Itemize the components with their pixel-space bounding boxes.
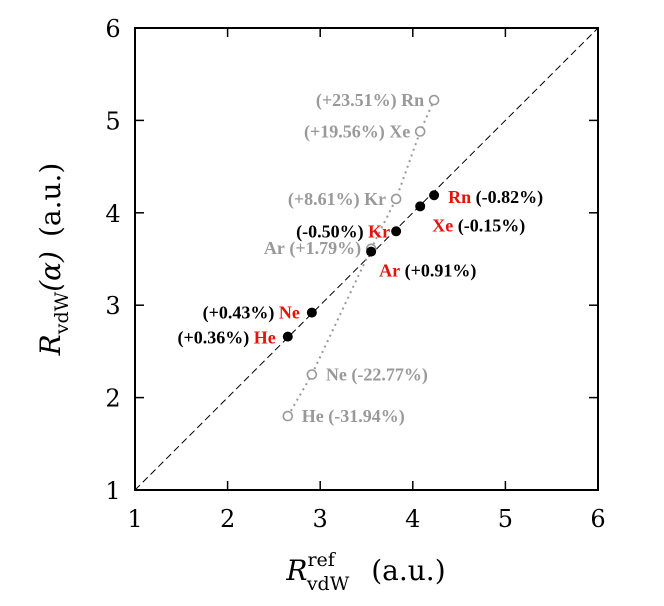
y-tick-labels: 1 2 3 4 5 6	[105, 15, 120, 505]
x-axis-label: Rref vdW (a.u.)	[285, 549, 445, 595]
y-axis-label: RvdW(α)(a.u.)	[34, 163, 73, 357]
x-tick-labels: 1 2 3 4 5 6	[127, 505, 605, 533]
filled-point-rn	[429, 190, 440, 201]
point-labels: He (-31.94%) Ne (-22.77%) Ar (+1.79%) (+8.6…	[178, 90, 544, 427]
filled-point-ne	[306, 307, 317, 318]
filled-point-ar	[366, 246, 377, 257]
y-tick-label: 3	[105, 292, 120, 320]
open-label-xe: (+19.56%) Xe	[304, 121, 410, 142]
open-point-he	[282, 410, 294, 422]
filled-label-rn: Rn (-0.82%)	[448, 187, 543, 208]
open-label-ar: Ar (+1.79%)	[264, 238, 361, 259]
filled-label-ne: (+0.43%) Ne	[203, 303, 300, 324]
plot-frame	[134, 27, 599, 491]
open-point-kr	[390, 193, 402, 205]
x-tick-label: 1	[127, 505, 142, 533]
chart-marks	[282, 94, 440, 422]
filled-label-he: (+0.36%) He	[178, 328, 276, 349]
y-tick-label: 6	[105, 15, 120, 43]
x-tick-label: 3	[313, 505, 328, 533]
open-point-ne	[306, 369, 318, 380]
y-tick-label: 4	[105, 200, 120, 228]
x-tick-label: 5	[498, 505, 513, 533]
open-label-kr: (+8.61%) Kr	[288, 189, 386, 210]
x-tick-label: 4	[405, 505, 420, 533]
frame-ticks	[135, 28, 598, 490]
filled-point-he	[282, 331, 293, 342]
y-tick-label: 5	[105, 107, 120, 135]
filled-point-kr	[391, 226, 402, 237]
open-label-rn: (+23.51%) Rn	[316, 90, 424, 111]
filled-label-ar: Ar (+0.91%)	[379, 261, 476, 282]
identity-line	[135, 28, 598, 490]
open-label-he: He (-31.94%)	[302, 406, 405, 427]
x-tick-label: 6	[590, 505, 605, 533]
open-point-xe	[414, 126, 426, 137]
y-tick-label: 2	[105, 385, 120, 413]
open-label-ne: Ne (-22.77%)	[326, 365, 428, 386]
y-tick-label: 1	[105, 477, 120, 505]
x-tick-label: 2	[220, 505, 235, 533]
filled-point-xe	[415, 201, 426, 212]
filled-label-xe: Xe (-0.15%)	[432, 215, 525, 236]
filled-label-kr: (-0.50%) Kr	[296, 221, 390, 242]
open-point-rn	[428, 94, 440, 106]
